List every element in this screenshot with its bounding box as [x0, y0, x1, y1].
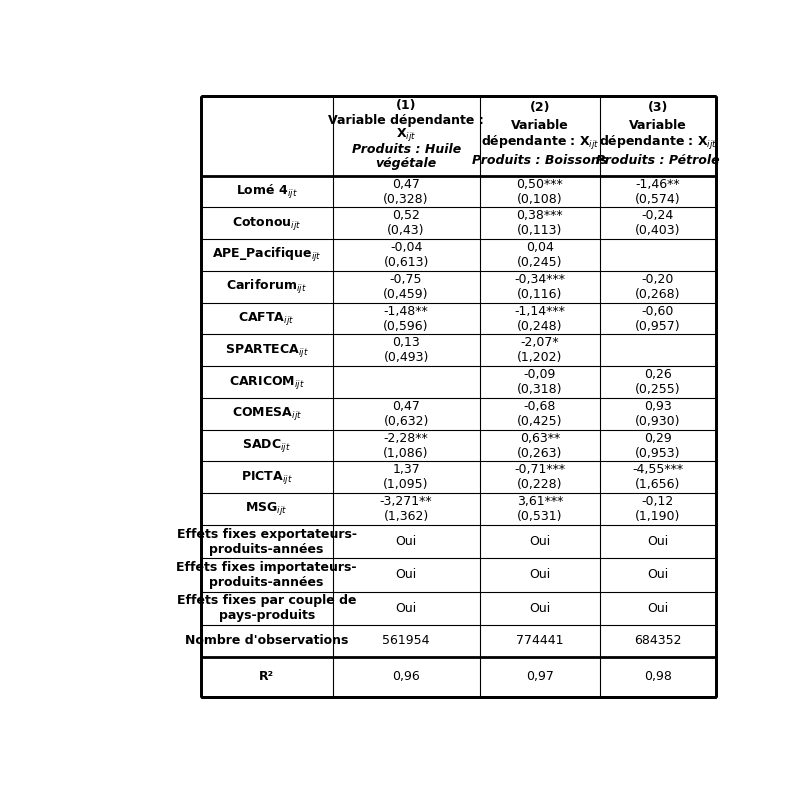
- Text: Lomé 4$_{ijt}$: Lomé 4$_{ijt}$: [236, 182, 298, 201]
- Text: -0,34***
(0,116): -0,34*** (0,116): [514, 273, 566, 301]
- Text: (3): (3): [648, 101, 668, 115]
- Text: -0,04
(0,613): -0,04 (0,613): [383, 241, 429, 269]
- Text: végétale: végétale: [375, 157, 437, 170]
- Text: CAFTA$_{ijt}$: CAFTA$_{ijt}$: [238, 310, 294, 327]
- Text: 0,96: 0,96: [392, 671, 420, 683]
- Text: Cotonou$_{ijt}$: Cotonou$_{ijt}$: [232, 215, 302, 231]
- Text: -0,71***
(0,228): -0,71*** (0,228): [514, 463, 566, 491]
- Text: -4,55***
(1,656): -4,55*** (1,656): [633, 463, 683, 491]
- Text: -0,12
(1,190): -0,12 (1,190): [635, 495, 681, 523]
- Text: 684352: 684352: [634, 634, 682, 648]
- Text: Nombre d'observations: Nombre d'observations: [185, 634, 348, 648]
- Text: (2): (2): [530, 101, 550, 115]
- Text: Variable: Variable: [629, 119, 687, 132]
- Text: -1,14***
(0,248): -1,14*** (0,248): [514, 304, 566, 333]
- Text: (1): (1): [396, 100, 416, 112]
- Text: Effets fixes importateurs-
produits-années: Effets fixes importateurs- produits-anné…: [176, 561, 357, 589]
- Text: Produits : Huile: Produits : Huile: [351, 142, 461, 156]
- Text: MSG$_{ijt}$: MSG$_{ijt}$: [246, 501, 288, 517]
- Text: 0,13
(0,493): 0,13 (0,493): [383, 337, 429, 364]
- Text: -0,24
(0,403): -0,24 (0,403): [635, 209, 681, 237]
- Text: COMESA$_{ijt}$: COMESA$_{ijt}$: [231, 405, 302, 423]
- Text: 0,63**
(0,263): 0,63** (0,263): [517, 431, 562, 460]
- Text: 0,52
(0,43): 0,52 (0,43): [387, 209, 425, 237]
- Text: CARICOM$_{ijt}$: CARICOM$_{ijt}$: [229, 374, 305, 390]
- Text: Oui: Oui: [647, 569, 669, 581]
- Text: R²: R²: [259, 671, 274, 683]
- Text: Oui: Oui: [647, 602, 669, 615]
- Text: 3,61***
(0,531): 3,61*** (0,531): [517, 495, 563, 523]
- Text: 0,98: 0,98: [644, 671, 672, 683]
- Text: -0,68
(0,425): -0,68 (0,425): [517, 400, 562, 427]
- Text: 561954: 561954: [382, 634, 430, 648]
- Text: Variable dépendante :: Variable dépendante :: [328, 114, 484, 126]
- Text: -2,07*
(1,202): -2,07* (1,202): [517, 337, 562, 364]
- Text: -1,46**
(0,574): -1,46** (0,574): [635, 178, 681, 205]
- Text: -2,28**
(1,086): -2,28** (1,086): [383, 431, 429, 460]
- Text: Oui: Oui: [529, 602, 550, 615]
- Text: 774441: 774441: [516, 634, 563, 648]
- Text: 0,93
(0,930): 0,93 (0,930): [635, 400, 681, 427]
- Text: -0,20
(0,268): -0,20 (0,268): [635, 273, 681, 301]
- Text: -3,271**
(1,362): -3,271** (1,362): [380, 495, 433, 523]
- Text: Oui: Oui: [395, 535, 417, 548]
- Text: Oui: Oui: [529, 535, 550, 548]
- Text: SADC$_{ijt}$: SADC$_{ijt}$: [242, 437, 291, 454]
- Text: Oui: Oui: [395, 602, 417, 615]
- Text: -1,48**
(0,596): -1,48** (0,596): [383, 304, 429, 333]
- Text: Produits : Boissons: Produits : Boissons: [472, 154, 607, 167]
- Text: 1,37
(1,095): 1,37 (1,095): [383, 463, 429, 491]
- Text: 0,26
(0,255): 0,26 (0,255): [635, 368, 681, 396]
- Text: 0,47
(0,632): 0,47 (0,632): [383, 400, 429, 427]
- Text: -0,75
(0,459): -0,75 (0,459): [383, 273, 429, 301]
- Text: Oui: Oui: [395, 569, 417, 581]
- Text: 0,97: 0,97: [526, 671, 554, 683]
- Text: 0,47
(0,328): 0,47 (0,328): [383, 178, 429, 205]
- Text: Oui: Oui: [529, 569, 550, 581]
- Text: 0,29
(0,953): 0,29 (0,953): [635, 431, 681, 460]
- Text: Effets fixes par couple de
pays-produits: Effets fixes par couple de pays-produits: [177, 594, 356, 623]
- Text: X$_{ijt}$: X$_{ijt}$: [396, 126, 416, 143]
- Text: 0,38***
(0,113): 0,38*** (0,113): [517, 209, 563, 237]
- Text: 0,50***
(0,108): 0,50*** (0,108): [517, 178, 563, 205]
- Text: Cariforum$_{ijt}$: Cariforum$_{ijt}$: [226, 278, 307, 295]
- Text: Effets fixes exportateurs-
produits-années: Effets fixes exportateurs- produits-anné…: [177, 528, 357, 555]
- Text: APE_Pacifique$_{ijt}$: APE_Pacifique$_{ijt}$: [212, 246, 322, 264]
- Text: 0,04
(0,245): 0,04 (0,245): [517, 241, 562, 269]
- Text: PICTA$_{ijt}$: PICTA$_{ijt}$: [241, 468, 293, 486]
- Text: -0,60
(0,957): -0,60 (0,957): [635, 304, 681, 333]
- Text: SPARTECA$_{ijt}$: SPARTECA$_{ijt}$: [225, 342, 309, 359]
- Text: -0,09
(0,318): -0,09 (0,318): [517, 368, 562, 396]
- Text: Oui: Oui: [647, 535, 669, 548]
- Text: Variable: Variable: [511, 119, 569, 132]
- Text: Produits : Pétrole: Produits : Pétrole: [596, 154, 720, 167]
- Text: dépendante : X$_{ijt}$: dépendante : X$_{ijt}$: [598, 134, 718, 152]
- Text: dépendante : X$_{ijt}$: dépendante : X$_{ijt}$: [481, 134, 599, 152]
